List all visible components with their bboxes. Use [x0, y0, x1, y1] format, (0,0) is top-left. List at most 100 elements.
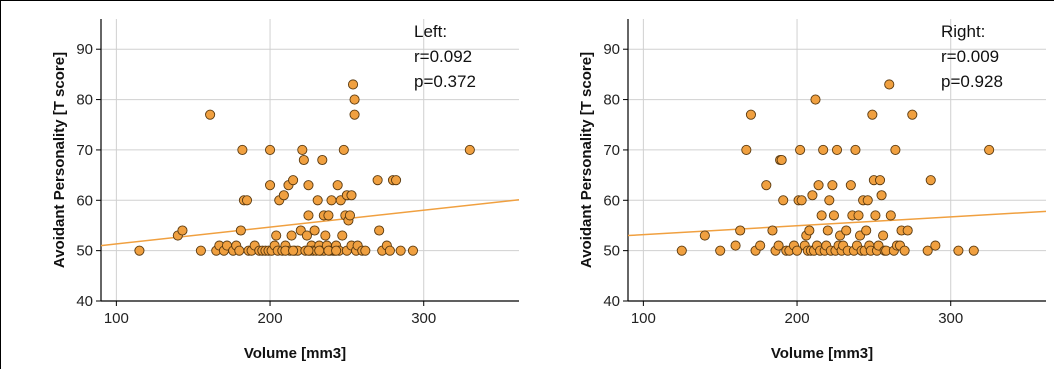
data-point: [676, 245, 687, 256]
data-point: [953, 245, 964, 256]
data-point: [968, 245, 979, 256]
data-point: [235, 225, 246, 236]
data-point: [761, 180, 772, 191]
data-point: [346, 190, 357, 201]
data-point: [773, 240, 784, 251]
data-point: [264, 144, 276, 155]
stat-annotation-line: Right:: [941, 22, 985, 41]
x-tick-label: 100: [631, 310, 656, 327]
data-point: [804, 225, 815, 236]
data-point: [741, 144, 752, 155]
data-point: [349, 109, 360, 120]
data-point: [347, 79, 359, 90]
data-point: [715, 245, 726, 256]
data-point: [870, 210, 881, 221]
y-tick-label: 40: [76, 293, 93, 310]
data-point: [902, 225, 913, 236]
data-point: [407, 245, 419, 256]
data-point: [755, 240, 766, 251]
data-point: [314, 245, 325, 256]
y-tick-label: 90: [76, 41, 93, 58]
data-point: [391, 175, 402, 186]
y-axis-title: Avoidant Personality [T score]: [578, 52, 595, 268]
data-point: [395, 245, 406, 256]
data-point: [344, 210, 356, 221]
y-tick-label: 50: [76, 243, 93, 260]
data-point: [828, 210, 839, 221]
data-point: [205, 109, 216, 120]
data-point: [338, 144, 349, 155]
data-point: [850, 144, 861, 155]
fit-line: [627, 210, 1047, 237]
data-point: [796, 195, 807, 206]
stat-annotation-line: p=0.928: [941, 72, 1003, 91]
data-point: [288, 175, 299, 186]
data-point: [320, 230, 331, 241]
data-point: [822, 225, 833, 236]
data-point: [767, 225, 778, 236]
data-point: [298, 154, 309, 166]
data-point: [699, 230, 710, 241]
data-point: [303, 180, 314, 191]
data-point: [776, 154, 787, 166]
x-tick-label: 200: [258, 310, 283, 327]
x-tick-label: 300: [938, 310, 963, 327]
data-point: [878, 230, 889, 241]
data-point: [890, 144, 901, 155]
data-point: [831, 144, 843, 155]
data-point: [360, 245, 371, 256]
data-point: [195, 245, 206, 256]
data-point: [349, 94, 360, 105]
data-point: [337, 230, 348, 241]
x-tick-label: 200: [785, 310, 810, 327]
data-point: [372, 175, 383, 186]
stat-annotation-line: p=0.372: [414, 72, 476, 91]
data-point: [332, 180, 343, 191]
data-point: [278, 190, 289, 201]
stat-annotation-line: r=0.009: [941, 47, 999, 66]
data-point: [177, 225, 188, 236]
data-point: [816, 210, 827, 221]
data-point: [297, 144, 308, 155]
data-point: [791, 245, 803, 256]
data-point: [922, 245, 933, 256]
data-point: [899, 245, 910, 256]
data-point: [807, 190, 818, 201]
data-point: [234, 245, 245, 256]
data-point: [827, 180, 838, 191]
data-point: [861, 225, 872, 236]
data-point: [884, 79, 895, 90]
data-point: [384, 245, 395, 256]
y-axis-title: Avoidant Personality [T score]: [51, 52, 68, 268]
data-point: [874, 175, 886, 186]
data-point: [795, 144, 806, 155]
data-point: [810, 94, 821, 105]
data-point: [303, 210, 314, 221]
data-point: [841, 225, 852, 236]
stat-annotation-line: Left:: [414, 22, 447, 41]
y-tick-label: 60: [76, 192, 93, 209]
data-point: [288, 245, 299, 256]
data-point: [824, 195, 835, 206]
data-point: [876, 190, 887, 201]
data-point: [134, 245, 145, 256]
y-tick-label: 80: [603, 92, 620, 109]
data-point: [930, 240, 941, 251]
y-tick-label: 60: [603, 192, 620, 209]
data-point: [730, 240, 741, 251]
x-axis-title: Volume [mm3]: [771, 345, 873, 362]
stat-annotation-line: r=0.092: [414, 47, 472, 66]
y-tick-label: 70: [603, 142, 620, 159]
data-point: [286, 230, 297, 241]
x-tick-label: 100: [104, 310, 129, 327]
scatter-chart-left: 100 200 300 40 50 60 70 80 90 Volume [mm3] Avoidan…: [51, 19, 520, 362]
y-tick-label: 90: [603, 41, 620, 58]
data-point: [853, 210, 864, 221]
data-point: [271, 230, 282, 241]
y-tick-label: 50: [603, 243, 620, 260]
data-point: [331, 245, 342, 256]
x-tick-label: 300: [411, 310, 436, 327]
data-point: [862, 195, 873, 206]
data-point: [818, 144, 829, 155]
